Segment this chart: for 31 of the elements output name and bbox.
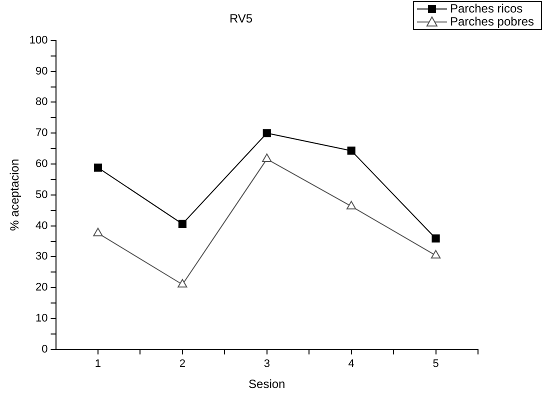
point [430, 250, 441, 258]
y-tick-label: 90 [36, 65, 48, 78]
point [93, 228, 103, 236]
legend-label: Parches ricos [450, 1, 523, 16]
point [94, 164, 102, 172]
x-tick-label: 3 [264, 358, 270, 370]
x-axis-title: Sesion [248, 377, 286, 392]
y-tick-label: 10 [36, 312, 48, 325]
point [347, 146, 356, 155]
point [262, 154, 272, 162]
y-tick-label: 70 [36, 127, 48, 140]
y-tick-label: 100 [29, 34, 48, 46]
y-tick-label: 30 [36, 250, 48, 263]
y-axis-title: % aceptacion [8, 158, 22, 231]
x-tick-label: 2 [179, 358, 186, 370]
y-tick-label: 40 [36, 220, 48, 232]
x-tick-label: 4 [348, 358, 354, 370]
x-tick-label: 1 [94, 358, 102, 370]
point [346, 200, 356, 210]
point [178, 220, 186, 228]
point [432, 234, 440, 243]
point [178, 279, 188, 288]
y-tick-label: 50 [36, 188, 48, 201]
y-tick-label: 20 [36, 282, 48, 294]
legend-label: Parches pobres [450, 14, 534, 28]
y-tick-label: 0 [42, 343, 48, 356]
chart-title: RV5 [229, 12, 253, 26]
point [262, 129, 271, 138]
x-tick-label: 5 [432, 358, 439, 370]
y-tick-label: 80 [36, 96, 48, 108]
y-tick-label: 60 [36, 158, 48, 170]
